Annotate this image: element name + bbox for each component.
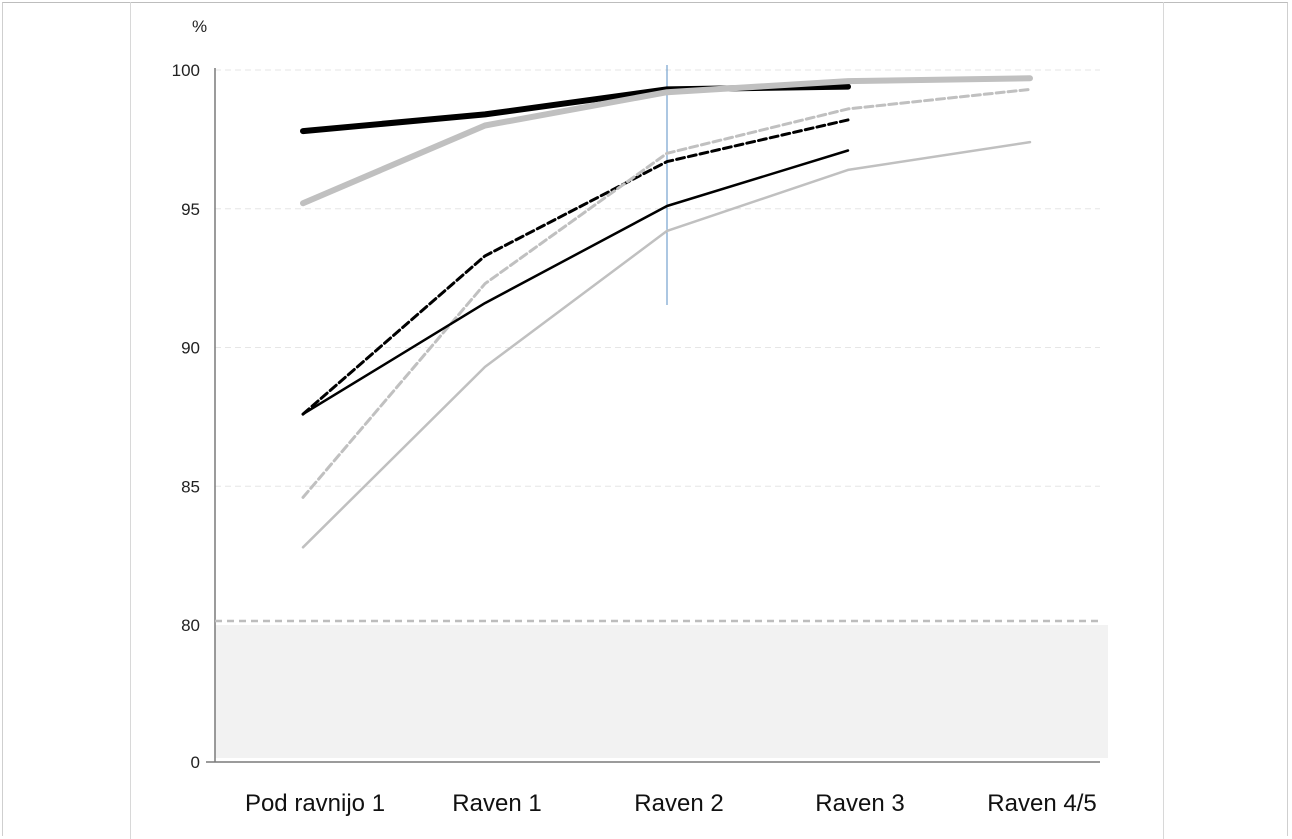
series-line-3 [301, 118, 850, 416]
x-category-label: Raven 2 [634, 790, 723, 817]
y-tick-label: 85 [181, 477, 200, 496]
series-line-4 [301, 87, 1032, 499]
x-category-labels: Pod ravnijo 1 Raven 1 Raven 2 Raven 3 Raven … [245, 790, 1097, 817]
right-column-rule [1163, 2, 1164, 839]
y-tick-label: 100 [172, 61, 200, 80]
y-tick-label: 95 [181, 200, 200, 219]
left-column-rule [130, 2, 131, 839]
series-line-2 [300, 75, 1033, 207]
x-category-label: Raven 3 [815, 790, 904, 817]
series-line-6 [301, 140, 1032, 549]
y-tick-label: 90 [181, 339, 200, 358]
axis-break-band [215, 625, 1108, 758]
gridlines [215, 69, 1100, 487]
y-tick-label: 80 [181, 616, 200, 635]
x-category-label: Raven 4/5 [987, 790, 1096, 817]
x-category-label: Pod ravnijo 1 [245, 790, 385, 817]
y-tick-label: 0 [191, 753, 200, 772]
x-category-label: Raven 1 [452, 790, 541, 817]
y-unit-label: % [192, 17, 207, 36]
y-tick-labels: 100 95 90 85 80 0 [172, 61, 200, 772]
series-lines [300, 75, 1033, 549]
series-line-5 [301, 149, 850, 416]
